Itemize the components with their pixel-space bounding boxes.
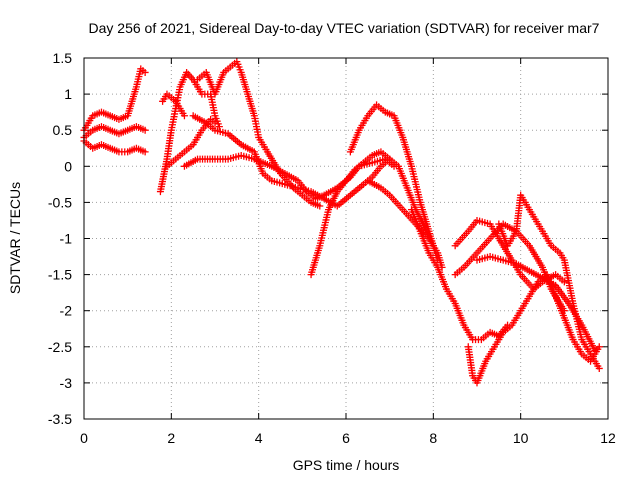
series-arc-1 bbox=[80, 65, 149, 134]
x-tick-label: 6 bbox=[342, 430, 350, 446]
data-point-marker bbox=[215, 123, 223, 131]
y-tick-label: 0 bbox=[64, 158, 72, 174]
series-arc-9 bbox=[189, 112, 394, 210]
data-point-marker bbox=[211, 119, 219, 127]
data-layer bbox=[80, 58, 603, 387]
y-tick-label: 0.5 bbox=[53, 122, 73, 138]
x-tick-label: 4 bbox=[255, 430, 263, 446]
plot-frame bbox=[83, 57, 609, 420]
data-point-marker bbox=[591, 346, 599, 354]
data-point-marker bbox=[560, 307, 568, 315]
series-arc-13 bbox=[408, 206, 512, 344]
x-axis-label: GPS time / hours bbox=[293, 457, 400, 473]
series-arc-4 bbox=[156, 68, 223, 196]
y-tick-label: -2 bbox=[60, 303, 73, 319]
data-point-marker bbox=[595, 343, 603, 351]
y-tick-label: -1 bbox=[60, 231, 73, 247]
series-arc-5 bbox=[159, 90, 188, 120]
y-tick-label: -2.5 bbox=[48, 339, 72, 355]
x-tick-label: 2 bbox=[167, 430, 175, 446]
data-point-marker bbox=[560, 278, 568, 286]
y-tick-label: -3.5 bbox=[48, 411, 72, 427]
x-tick-label: 12 bbox=[600, 430, 616, 446]
y-tick-label: -0.5 bbox=[48, 194, 72, 210]
x-tick-label: 8 bbox=[429, 430, 437, 446]
x-tick-label: 0 bbox=[80, 430, 88, 446]
data-point-marker bbox=[180, 112, 188, 120]
data-point-marker bbox=[141, 68, 149, 76]
y-tick-label: -1.5 bbox=[48, 267, 72, 283]
series-arc-18 bbox=[473, 253, 599, 354]
series-arc-8 bbox=[194, 58, 324, 210]
series-arc-17 bbox=[451, 220, 568, 315]
y-tick-label: 1 bbox=[64, 86, 72, 102]
data-point-marker bbox=[141, 126, 149, 134]
y-axis-label: SDTVAR / TECUs bbox=[7, 182, 23, 294]
chart-title: Day 256 of 2021, Sidereal Day-to-day VTE… bbox=[89, 20, 600, 36]
data-point-marker bbox=[141, 148, 149, 156]
data-point-marker bbox=[595, 364, 603, 372]
data-point-marker bbox=[316, 202, 324, 210]
y-tick-label: 1.5 bbox=[53, 50, 73, 66]
x-tick-label: 10 bbox=[513, 430, 529, 446]
y-tick-label: -3 bbox=[60, 375, 73, 391]
series-arc-10 bbox=[307, 148, 437, 279]
series-arc-2 bbox=[80, 123, 149, 141]
